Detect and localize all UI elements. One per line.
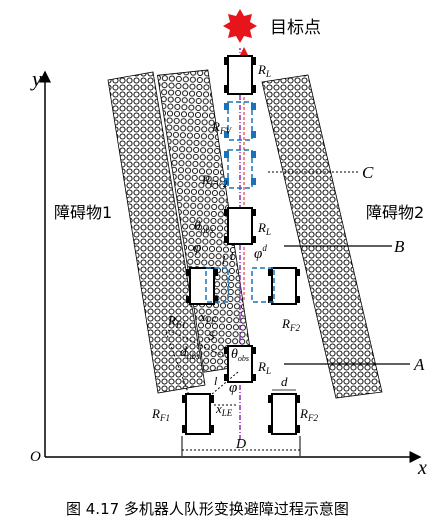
l-label-bottom: l <box>214 374 218 388</box>
follower-robot-left-bottom <box>182 393 214 435</box>
goal-label: 目标点 <box>270 18 321 38</box>
theta-label-a: θobs <box>231 347 249 363</box>
x-axis-label: x <box>417 457 427 479</box>
obstacle-2-label: 障碍物2 <box>366 203 424 222</box>
label-b: B <box>394 237 405 256</box>
rf2-label-bottom: RF2 <box>299 406 318 423</box>
phi-label-a: φ <box>229 380 237 396</box>
s-label: S <box>208 328 215 343</box>
follower-robot-right-b <box>268 267 300 305</box>
x-label-b: xLE <box>199 309 217 326</box>
theta-label-middle: θobs <box>194 219 214 235</box>
follower-robot-left-b <box>186 267 218 305</box>
x-label-bottom: xLE <box>215 401 233 418</box>
y-axis-label: y <box>30 66 42 91</box>
leader-robot-top <box>224 55 256 95</box>
figure-caption: 图 4.17 多机器人队形变换避障过程示意图 <box>66 500 349 518</box>
phi-label-middle: φ <box>193 240 201 256</box>
label-c: C <box>362 163 374 182</box>
obstacle-2 <box>261 74 383 399</box>
dobs-label: dobs <box>180 345 200 361</box>
rl-middle-label: RL <box>257 220 271 237</box>
dashed-robots-b <box>205 267 275 303</box>
phi-d-label: φd <box>254 243 267 262</box>
rf2-label-b: RF2 <box>281 316 300 333</box>
l-label-b: l <box>222 253 226 267</box>
follower-robot-right-bottom <box>268 393 300 435</box>
leader-robot-a <box>224 345 256 383</box>
origin-label: O <box>30 449 41 465</box>
l-line-bottom <box>211 371 239 395</box>
goal-star-icon <box>223 9 257 43</box>
big-d-label: D <box>235 437 246 452</box>
label-a: A <box>413 355 425 374</box>
rf1-label-b: RF1 <box>167 313 186 330</box>
rl-a-label: RL <box>257 359 271 376</box>
rl-top-label: RL <box>257 62 271 79</box>
obstacle-1-body <box>107 71 206 394</box>
follower-column-dashed <box>224 101 256 189</box>
rfv2-label: RFV 2 <box>201 172 228 189</box>
rf1-label-bottom: RF1 <box>151 406 170 423</box>
l-d-label: l <box>230 249 234 263</box>
obstacle-1-label: 障碍物1 <box>54 203 112 222</box>
leader-robot-middle <box>224 207 256 245</box>
rfv-label: RFV <box>211 119 232 136</box>
small-d-label: d <box>281 374 288 389</box>
